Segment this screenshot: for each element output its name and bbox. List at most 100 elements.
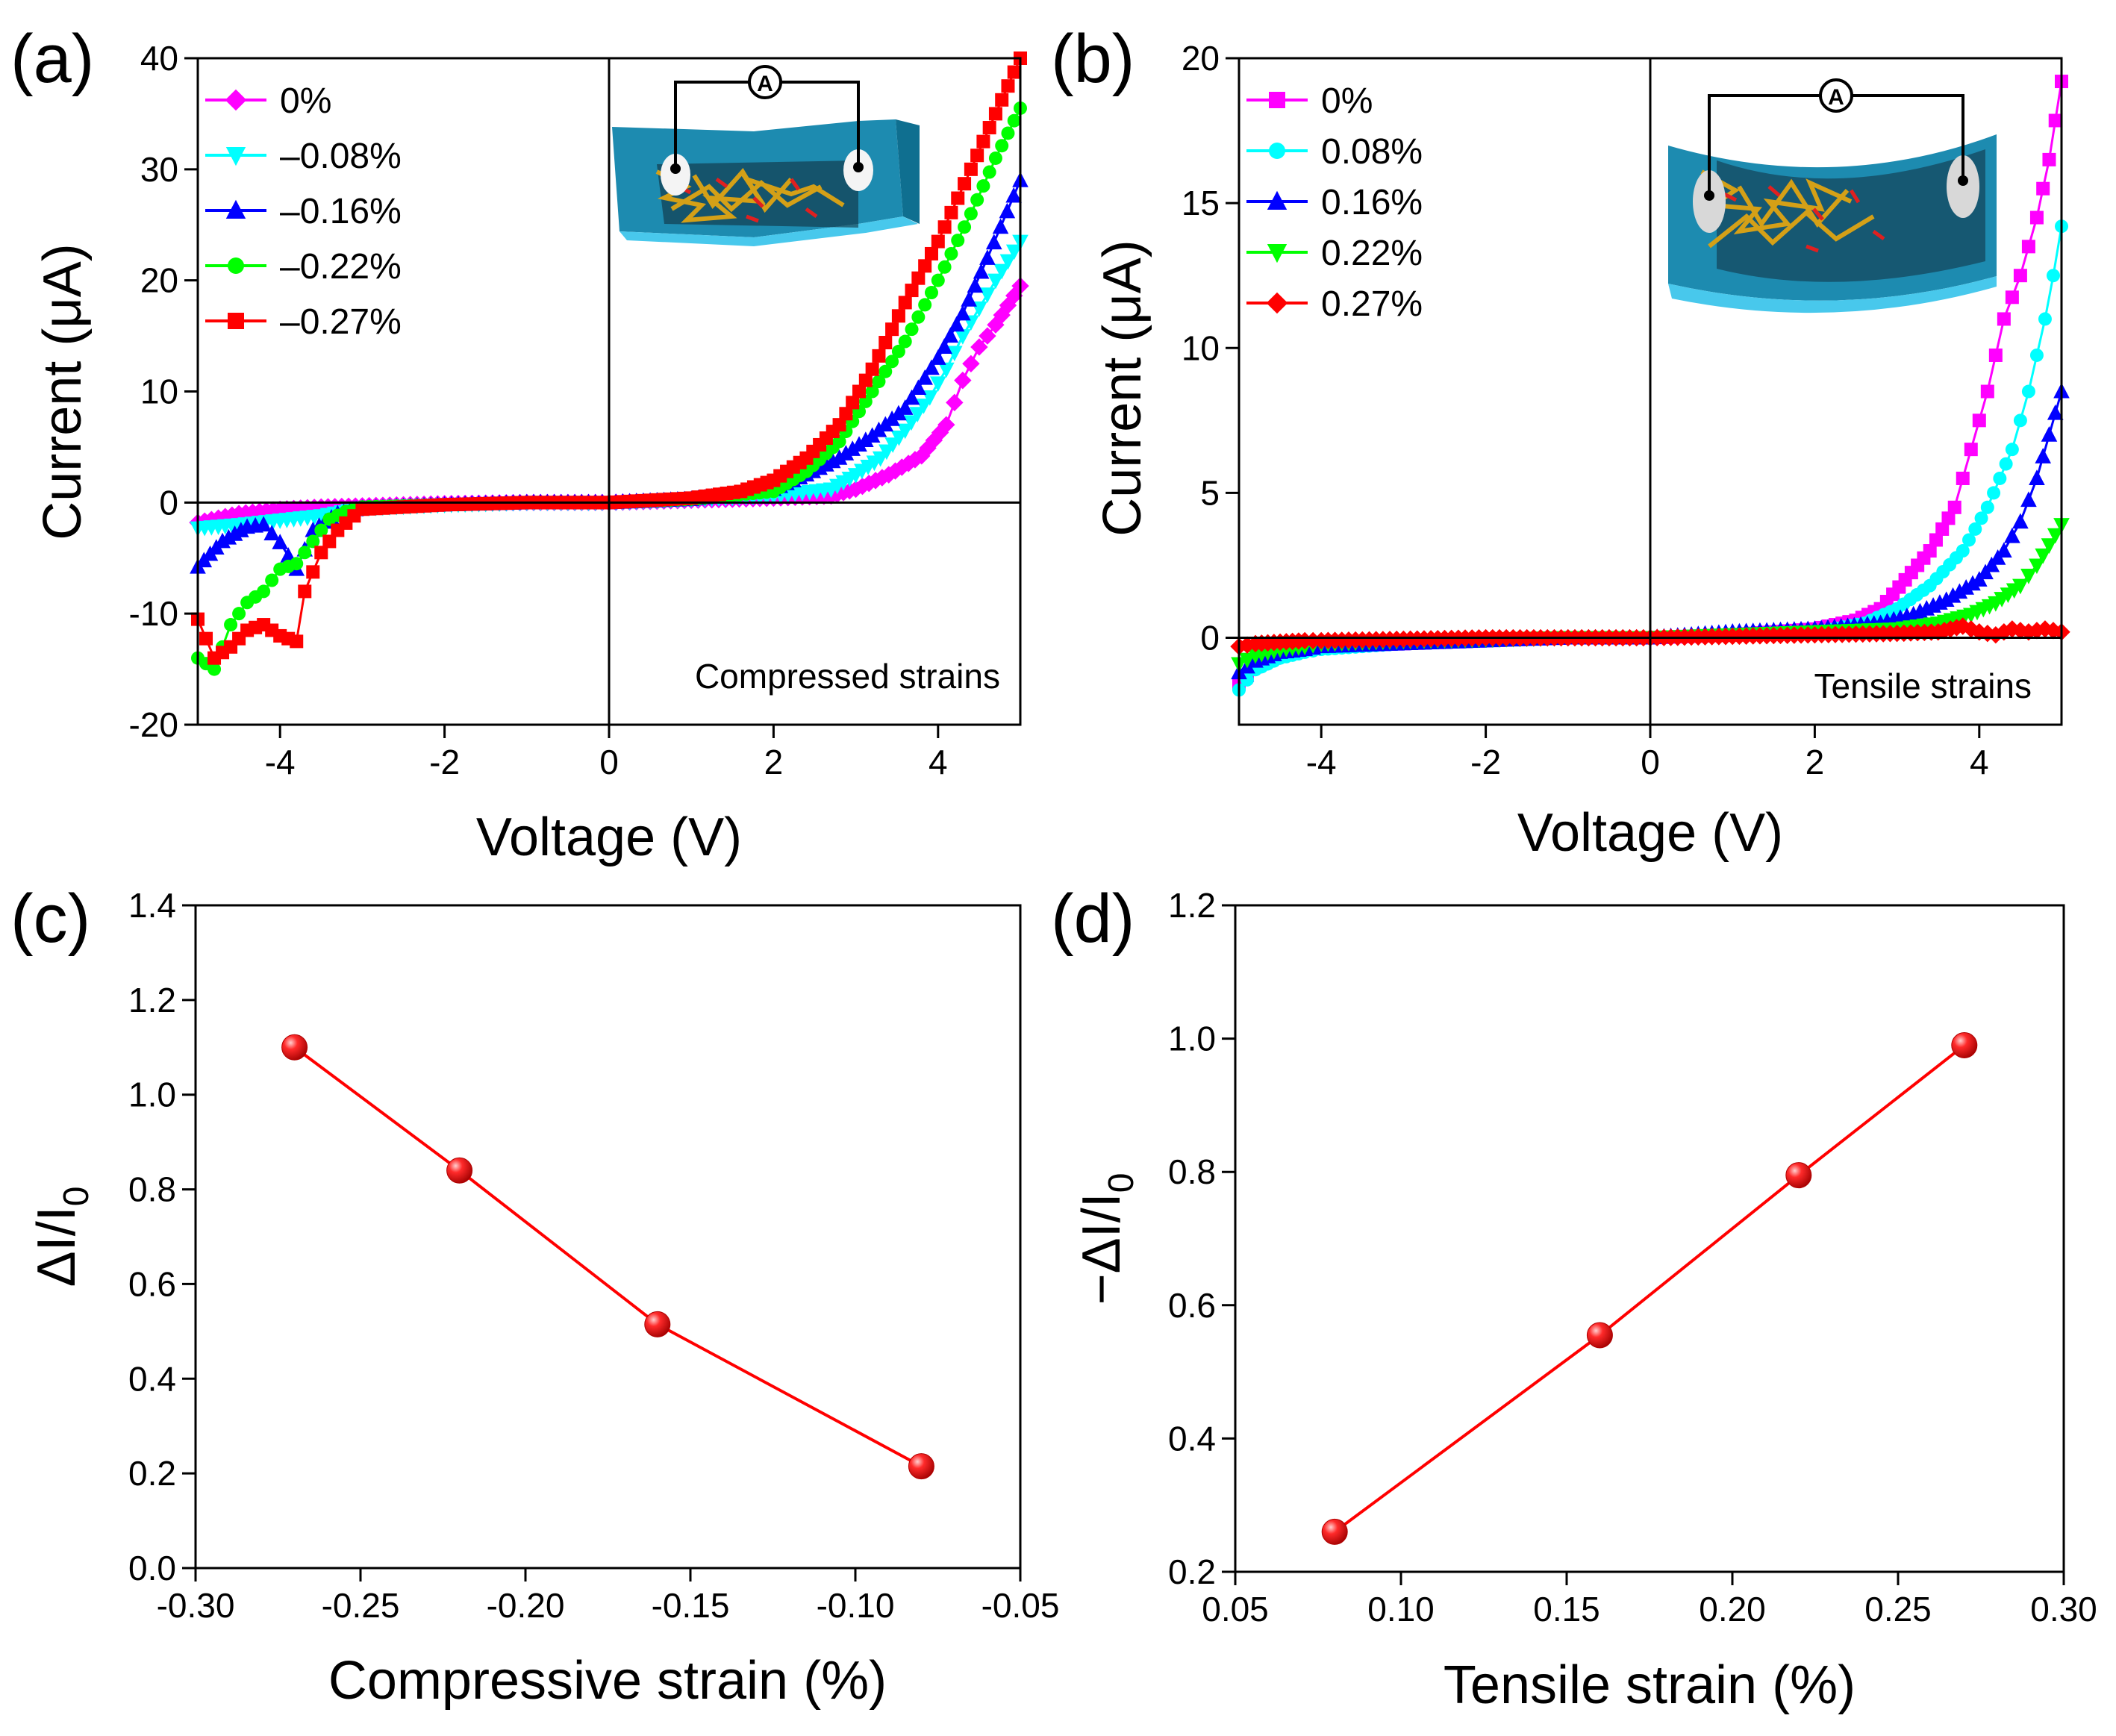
x-tick-label: 0.25 <box>1864 1590 1932 1629</box>
data-point <box>1938 591 1955 608</box>
data-point <box>982 165 996 179</box>
x-axis-label: Compressive strain (%) <box>328 1651 887 1711</box>
data-point <box>918 298 932 312</box>
legend-marker <box>225 199 246 219</box>
data-point <box>985 234 1002 250</box>
legend-label: 0.27% <box>1321 284 1423 324</box>
data-point <box>905 284 919 298</box>
data-point <box>314 546 328 560</box>
legend-marker <box>228 313 244 329</box>
data-point <box>1958 579 1974 595</box>
substrate-edge <box>619 216 918 246</box>
data-point <box>224 618 238 632</box>
data-point <box>1007 65 1021 79</box>
y-tick-label: 40 <box>140 39 178 78</box>
x-tick-label: 0.05 <box>1202 1590 1269 1629</box>
data-point <box>982 121 996 135</box>
strain-series <box>1321 1032 1978 1545</box>
data-point <box>2035 448 2052 463</box>
y-tick-label: 0.6 <box>128 1264 176 1303</box>
data-point <box>979 249 996 265</box>
y-tick-label: 1.0 <box>1168 1020 1216 1058</box>
x-tick-label: 0.20 <box>1699 1590 1766 1629</box>
x-tick-label: -0.30 <box>157 1586 235 1625</box>
data-point <box>298 546 312 560</box>
data-point <box>976 134 990 149</box>
data-point <box>930 376 946 393</box>
data-point <box>896 423 914 440</box>
y-tick-label: 0.2 <box>1168 1552 1216 1591</box>
ammeter-symbol: A <box>1828 85 1844 110</box>
y-axis-label-main: −ΔI/I <box>1072 1193 1132 1305</box>
y-tick-label: -10 <box>129 594 178 633</box>
series-5 <box>1230 617 2070 655</box>
y-tick-label: 0.8 <box>1168 1152 1216 1191</box>
data-point <box>955 305 971 321</box>
y-tick-label: 10 <box>1182 328 1220 367</box>
ammeter-symbol: A <box>757 72 773 96</box>
legend-label: 0.22% <box>1321 234 1423 273</box>
x-axis-label: Voltage (V) <box>476 808 742 867</box>
data-point <box>964 207 978 221</box>
data-point <box>1001 126 1015 140</box>
data-point <box>924 286 938 300</box>
data-point <box>1001 79 1015 93</box>
legend-label: 0% <box>1321 81 1373 121</box>
data-point <box>967 277 984 293</box>
y-tick-label: 1.4 <box>128 886 176 925</box>
x-tick-label: 0 <box>599 743 619 781</box>
data-point <box>1997 312 2011 326</box>
data-point <box>2029 558 2045 575</box>
strain-annotation: Tensile strains <box>1814 666 2032 705</box>
legend-label: –0.22% <box>280 247 402 287</box>
data-point <box>919 439 937 458</box>
data-point <box>846 480 865 499</box>
x-tick-label: 0.10 <box>1367 1590 1435 1629</box>
panel-label-a: (a) <box>10 21 94 97</box>
substrate-side <box>896 119 920 224</box>
data-point <box>937 260 952 274</box>
data-point <box>924 246 938 260</box>
data-point <box>1956 471 1970 485</box>
data-point <box>961 291 977 307</box>
x-tick-label: -0.20 <box>487 1586 565 1625</box>
data-point <box>322 534 337 549</box>
data-point <box>911 310 926 324</box>
plot-frame <box>194 904 1022 1570</box>
data-point <box>2048 113 2062 128</box>
y-tick-label: 0.2 <box>128 1454 176 1493</box>
legend-marker <box>1269 92 1285 108</box>
x-axis-label: Voltage (V) <box>1517 803 1783 863</box>
x-tick-label: -0.05 <box>981 1586 1060 1625</box>
data-point <box>644 1311 671 1337</box>
data-point <box>2044 622 2062 640</box>
x-axis-label: Tensile strain (%) <box>1444 1655 1856 1715</box>
x-tick-label: -2 <box>1470 743 1501 781</box>
data-point <box>999 254 1017 270</box>
y-axis-label-sub: 0 <box>57 1187 96 1207</box>
data-point <box>446 1157 473 1184</box>
data-point <box>255 516 272 532</box>
y-tick-label: 1.2 <box>1168 886 1216 925</box>
data-point <box>2020 623 2038 641</box>
data-point <box>306 534 320 549</box>
x-tick-label: 4 <box>929 743 948 781</box>
device-inset-compressed: A <box>612 65 920 246</box>
data-point <box>2029 469 2045 485</box>
data-point <box>925 431 943 449</box>
panel-d: 0.05 0.10 0.15 0.20 0.25 0.30 0.2 0.4 0.6 0.8 1.0 1… <box>1072 886 2097 1715</box>
panel-c: -0.30 -0.25 -0.20 -0.15 -0.10 -0.05 0.0 0.2 0.4 0… <box>27 886 1059 1711</box>
data-point <box>979 327 996 345</box>
data-point <box>946 346 963 362</box>
electrode-left <box>661 154 690 196</box>
data-point <box>970 193 984 207</box>
data-point <box>314 523 328 537</box>
data-point <box>942 327 959 343</box>
data-point <box>844 440 861 456</box>
data-point <box>878 336 893 350</box>
data-point <box>905 322 919 337</box>
y-axis-label: ΔI/I0 <box>27 1187 96 1287</box>
data-point <box>1999 457 2013 471</box>
y-tick-label: 30 <box>140 150 178 189</box>
